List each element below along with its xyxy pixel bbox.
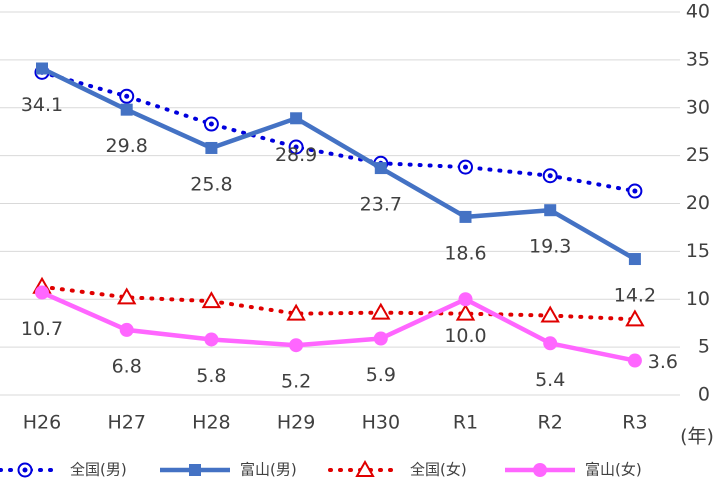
x-tick-label: H27 [107,412,145,434]
marker [371,302,391,320]
marker [373,331,388,346]
marker [36,62,48,75]
marker [455,303,476,321]
marker [119,322,134,337]
x-tick-label: R2 [538,412,563,434]
marker [204,332,219,347]
data-label: 5.4 [535,369,565,391]
marker-dot [293,144,299,150]
data-label: 5.2 [281,371,311,393]
y-tick-label: 25 [686,144,710,166]
data-label: 14.2 [614,285,656,307]
marker-dot [632,188,638,194]
marker [374,162,387,175]
data-label: 5.9 [366,364,396,386]
data-label: 3.6 [648,351,678,373]
data-label: 19.3 [529,236,571,258]
marker [290,112,303,125]
x-tick-label: R1 [453,412,478,434]
marker [286,303,306,321]
data-label: 25.8 [190,173,232,195]
marker [116,287,137,305]
marker [543,336,558,351]
marker [458,292,473,307]
marker [459,210,472,223]
marker [201,291,222,309]
marker-dot [22,467,28,473]
series-line [41,290,636,363]
series-line [40,284,637,322]
legend-label: 富山(男) [240,461,297,479]
data-label: 6.8 [112,355,142,377]
legend-label: 富山(女) [585,461,642,479]
series-line [41,66,637,261]
marker-dot [547,173,553,179]
marker [205,141,218,154]
x-tick-label: H29 [277,412,315,434]
y-tick-label: 40 [686,1,710,23]
x-tick-label: H28 [192,412,230,434]
y-tick-label: 30 [686,96,710,118]
y-tick-label: 0 [698,384,710,406]
marker [289,338,304,353]
marker [540,305,560,323]
x-tick-label: H26 [23,412,61,434]
y-tick-label: 35 [686,48,710,70]
marker [355,459,375,477]
marker [627,353,642,368]
marker [189,464,201,476]
marker [120,103,133,116]
marker [35,285,49,300]
legend-label: 全国(女) [410,461,467,479]
data-label: 28.9 [275,144,317,166]
data-label: 5.8 [196,365,226,387]
x-tick-label: R3 [622,412,647,434]
marker [544,204,557,217]
data-label: 18.6 [444,242,486,264]
y-tick-label: 20 [686,192,710,214]
legend-label: 全国(男) [70,461,127,479]
marker [625,309,645,327]
y-tick-label: 5 [698,336,710,358]
data-label: 10.0 [444,325,486,347]
data-label: 29.8 [106,135,148,157]
data-label: 10.7 [21,318,63,340]
y-tick-label: 15 [686,240,710,262]
y-tick-label: 10 [686,288,710,310]
data-label: 34.1 [21,94,63,116]
data-label: 23.7 [360,194,402,216]
marker [533,463,547,477]
x-axis-label: (年) [680,426,714,448]
marker-dot [463,164,468,170]
marker-dot [208,121,214,127]
series-line [40,70,637,194]
marker-dot [124,93,130,99]
marker [628,253,641,266]
x-tick-label: H30 [362,412,400,434]
